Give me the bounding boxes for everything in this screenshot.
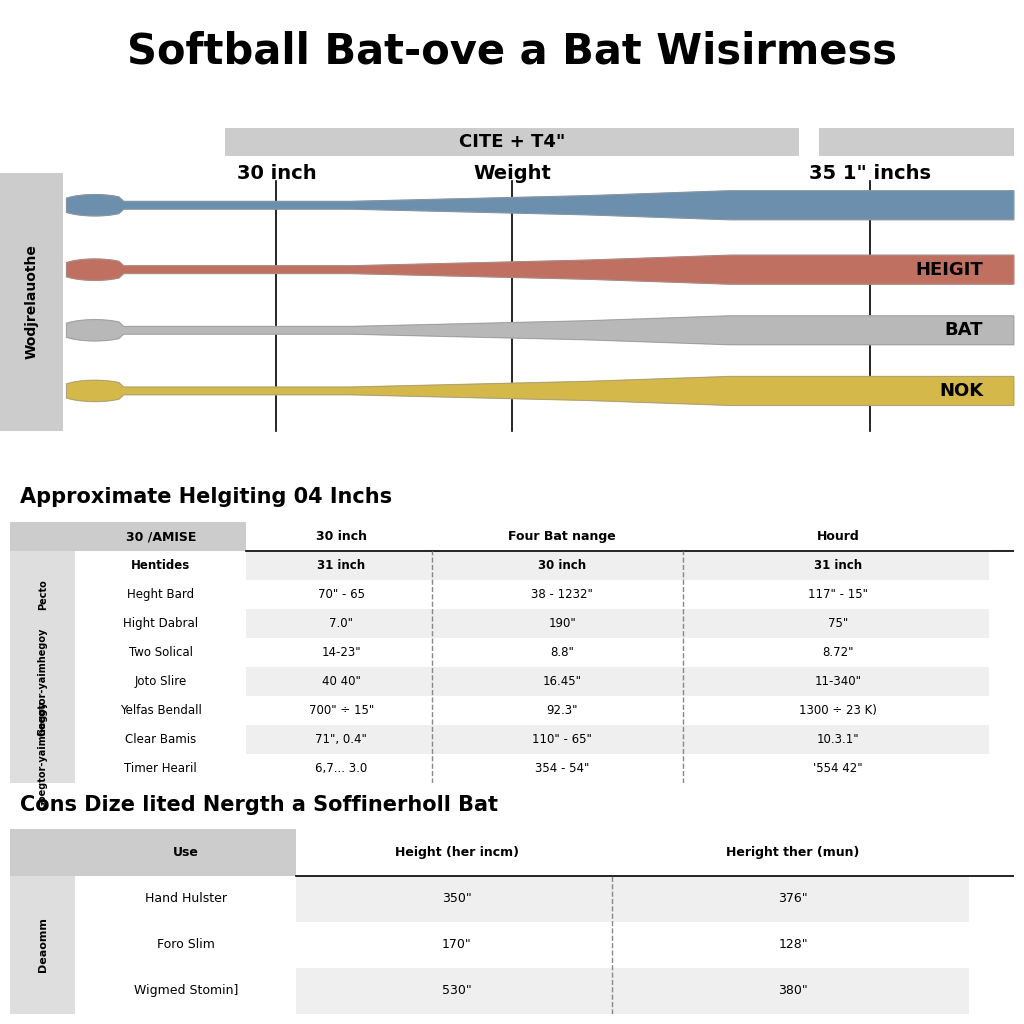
Text: Use: Use	[173, 846, 199, 859]
Bar	[10, 551, 76, 638]
Text: 190": 190"	[548, 617, 577, 631]
Bar	[0, 173, 63, 431]
Text: Hentides: Hentides	[131, 559, 190, 572]
Polygon shape	[67, 190, 1014, 220]
Bar	[10, 638, 76, 725]
Text: '554 42": '554 42"	[813, 762, 863, 775]
Bar	[246, 581, 989, 609]
Bar	[819, 128, 1014, 156]
Text: 6,7... 3.0: 6,7... 3.0	[315, 762, 368, 775]
Text: 128": 128"	[778, 938, 808, 951]
Bar	[10, 876, 76, 1014]
Text: 110" - 65": 110" - 65"	[532, 733, 592, 746]
Text: 30 /AMISE: 30 /AMISE	[126, 530, 196, 544]
Text: Yelfas Bendall: Yelfas Bendall	[120, 705, 202, 718]
Text: Timer Hearil: Timer Hearil	[124, 762, 198, 775]
Text: Pecto: Pecto	[38, 580, 48, 610]
Text: 11-340": 11-340"	[815, 675, 861, 688]
Text: Heright ther (mun): Heright ther (mun)	[726, 846, 860, 859]
Text: CITE + T4": CITE + T4"	[459, 133, 565, 151]
Text: 530": 530"	[442, 984, 472, 997]
Bar	[10, 829, 296, 876]
Text: Softball Bat-ove a Bat Wisirmess: Softball Bat-ove a Bat Wisirmess	[127, 30, 897, 73]
Bar	[10, 522, 246, 551]
Bar	[225, 128, 799, 156]
Text: Wodjrelauothe: Wodjrelauothe	[25, 245, 39, 359]
Text: 376": 376"	[778, 892, 808, 905]
Text: 700" ÷ 15": 700" ÷ 15"	[309, 705, 374, 718]
Text: 16.45": 16.45"	[543, 675, 582, 688]
Text: Joto Slire: Joto Slire	[134, 675, 187, 688]
Text: NOK: NOK	[939, 382, 983, 400]
Text: 14-23": 14-23"	[322, 646, 361, 659]
Text: 380": 380"	[778, 984, 808, 997]
Bar	[10, 725, 76, 783]
Text: 1300 ÷ 23 K): 1300 ÷ 23 K)	[799, 705, 878, 718]
Text: Goegtor-yaimhegoy: Goegtor-yaimhegoy	[38, 700, 48, 809]
Text: Heght Bard: Heght Bard	[127, 588, 195, 601]
Text: 117" - 15": 117" - 15"	[808, 588, 868, 601]
Text: Clear Bamis: Clear Bamis	[125, 733, 197, 746]
Text: Approximate Helgiting 04 Inchs: Approximate Helgiting 04 Inchs	[20, 486, 392, 507]
Text: 10.3.1": 10.3.1"	[817, 733, 859, 746]
Text: 70" - 65: 70" - 65	[317, 588, 365, 601]
Text: Cons Dize lited Nergth a Soffinerholl Bat: Cons Dize lited Nergth a Soffinerholl Ba…	[20, 795, 499, 815]
Text: Hand Hulster: Hand Hulster	[144, 892, 227, 905]
Text: 7.0": 7.0"	[330, 617, 353, 631]
Text: Height (her incm): Height (her incm)	[395, 846, 519, 859]
Text: 31 inch: 31 inch	[814, 559, 862, 572]
Text: Foro Slim: Foro Slim	[157, 938, 215, 951]
Text: Wigmed Stomin]: Wigmed Stomin]	[134, 984, 238, 997]
Bar	[246, 696, 989, 725]
Text: 92.3": 92.3"	[547, 705, 578, 718]
Polygon shape	[67, 377, 1014, 406]
Text: 35 1" inchs: 35 1" inchs	[809, 164, 932, 182]
Text: Weight: Weight	[473, 164, 551, 182]
Text: 30 inch: 30 inch	[539, 559, 586, 572]
Text: 71", 0.4": 71", 0.4"	[315, 733, 368, 746]
Text: BAT: BAT	[944, 322, 983, 339]
Bar	[246, 725, 989, 755]
Text: 30 inch: 30 inch	[237, 164, 316, 182]
Text: HEIGIT: HEIGIT	[915, 261, 983, 279]
Text: 350": 350"	[442, 892, 472, 905]
Text: 8.72": 8.72"	[822, 646, 854, 659]
Text: Two Solical: Two Solical	[129, 646, 193, 659]
Text: 31 inch: 31 inch	[317, 559, 366, 572]
Text: Deaomm: Deaomm	[38, 918, 48, 972]
Text: Hight Dabral: Hight Dabral	[123, 617, 199, 631]
Bar	[246, 609, 989, 638]
Text: 40 40": 40 40"	[322, 675, 360, 688]
Bar	[296, 968, 969, 1014]
Bar	[246, 638, 989, 668]
Bar	[296, 922, 969, 968]
Text: Hourd: Hourd	[817, 530, 859, 544]
Text: 30 inch: 30 inch	[315, 530, 367, 544]
Text: 8.8": 8.8"	[550, 646, 574, 659]
Bar	[246, 551, 989, 581]
Text: Four Bat nange: Four Bat nange	[508, 530, 616, 544]
Text: Goegtor-yaimhegoy: Goegtor-yaimhegoy	[38, 628, 48, 736]
Polygon shape	[67, 255, 1014, 284]
Polygon shape	[67, 315, 1014, 345]
Text: 38 - 1232": 38 - 1232"	[531, 588, 593, 601]
Bar	[246, 668, 989, 696]
Text: 75": 75"	[828, 617, 848, 631]
Text: 170": 170"	[442, 938, 472, 951]
Bar	[246, 755, 989, 783]
Text: 354 - 54": 354 - 54"	[535, 762, 590, 775]
Bar	[296, 876, 969, 922]
